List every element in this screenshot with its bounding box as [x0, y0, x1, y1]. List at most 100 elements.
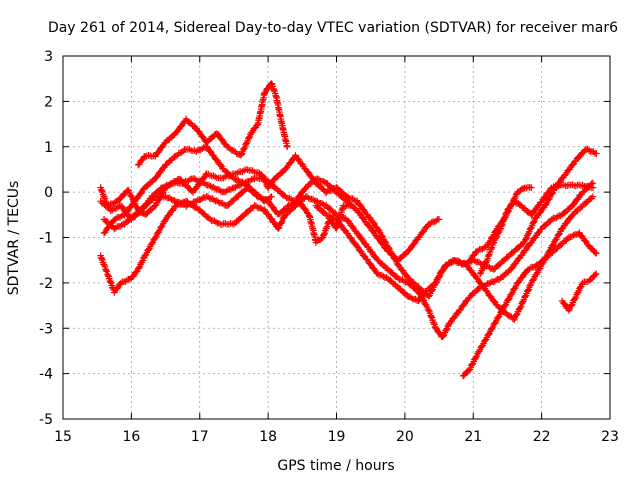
- data-point: [521, 247, 529, 254]
- x-tick-label: 19: [328, 429, 346, 445]
- data-point: [487, 245, 495, 253]
- data-point: [207, 182, 214, 190]
- data-point: [152, 234, 159, 242]
- data-point: [435, 216, 443, 223]
- data-point: [155, 148, 162, 156]
- y-tick-label: -3: [39, 321, 53, 337]
- data-point: [240, 145, 248, 152]
- y-axis-tick-labels: -5 -4 -3 -2 -1 0 1 2 3: [39, 49, 53, 428]
- data-point: [218, 136, 226, 143]
- data-point: [301, 205, 309, 213]
- data-point: [168, 196, 175, 203]
- data-point: [153, 174, 160, 181]
- data-point: [444, 323, 452, 330]
- data-point: [223, 187, 230, 195]
- data-point: [442, 326, 450, 334]
- data-point: [549, 242, 557, 249]
- data-point: [554, 213, 562, 220]
- data-point: [561, 209, 569, 217]
- data-point: [148, 206, 155, 213]
- y-tick-label: 0: [44, 185, 53, 201]
- y-tick-label: -5: [39, 412, 53, 428]
- data-point: [124, 186, 132, 194]
- data-point: [529, 276, 537, 284]
- data-point: [118, 212, 125, 220]
- data-point: [439, 332, 447, 340]
- data-point: [356, 201, 364, 209]
- data-point: [591, 249, 599, 256]
- data-point: [457, 258, 464, 266]
- data-point: [541, 194, 549, 201]
- data-point: [193, 148, 200, 155]
- data-point: [508, 201, 515, 208]
- series-track-j: [466, 183, 535, 264]
- data-point: [201, 194, 209, 201]
- data-point: [570, 232, 577, 239]
- data-point: [417, 295, 424, 303]
- data-point: [508, 264, 516, 272]
- data-point: [113, 285, 121, 292]
- data-point: [166, 181, 173, 189]
- data-point: [471, 257, 479, 265]
- data-point: [175, 150, 183, 157]
- data-point: [268, 202, 276, 210]
- data-point: [375, 235, 382, 242]
- data-point: [104, 272, 112, 280]
- data-point: [198, 195, 206, 202]
- data-point: [589, 184, 597, 191]
- data-point: [154, 188, 162, 195]
- x-axis-label: GPS time / hours: [277, 458, 394, 474]
- y-tick-label: 3: [44, 49, 53, 65]
- data-point: [353, 242, 361, 250]
- x-tick-label: 22: [533, 429, 551, 445]
- data-point: [127, 192, 135, 200]
- data-point: [215, 198, 222, 206]
- data-point: [591, 271, 599, 279]
- data-point: [107, 278, 114, 286]
- data-point: [374, 270, 381, 277]
- data-point: [281, 212, 289, 219]
- data-point: [593, 250, 600, 257]
- data-point: [517, 304, 524, 311]
- data-point: [562, 219, 570, 227]
- data-point: [297, 200, 305, 207]
- data-point: [178, 149, 185, 156]
- data-points: [97, 80, 600, 380]
- data-point: [522, 235, 530, 243]
- data-point: [504, 296, 512, 304]
- data-point: [574, 289, 582, 296]
- data-point: [501, 302, 509, 310]
- data-point: [460, 301, 467, 309]
- axis-ticks: [62, 55, 611, 420]
- data-point: [593, 270, 600, 278]
- data-point: [400, 277, 408, 285]
- data-point: [192, 176, 200, 184]
- x-tick-label: 15: [54, 429, 72, 445]
- data-point: [157, 168, 164, 176]
- data-point: [487, 279, 494, 287]
- data-point: [244, 208, 252, 216]
- data-point: [486, 239, 493, 246]
- data-point: [350, 196, 358, 204]
- data-point: [238, 151, 245, 158]
- data-point: [521, 293, 529, 300]
- data-point: [304, 168, 312, 176]
- data-point: [305, 194, 312, 202]
- data-point: [287, 195, 295, 203]
- data-point: [358, 235, 366, 243]
- data-point: [208, 134, 216, 142]
- data-point: [333, 188, 340, 195]
- data-point: [430, 319, 438, 327]
- y-tick-label: 1: [44, 140, 53, 156]
- data-point: [118, 203, 126, 211]
- data-point: [387, 276, 394, 284]
- data-point: [212, 218, 220, 226]
- data-point: [144, 182, 151, 190]
- y-tick-label: -4: [39, 367, 53, 383]
- data-point: [379, 260, 386, 268]
- data-point: [124, 207, 131, 215]
- data-point: [239, 189, 246, 196]
- data-point: [138, 156, 146, 164]
- data-point: [530, 219, 537, 226]
- chart-title: Day 261 of 2014, Sidereal Day-to-day VTE…: [48, 20, 618, 36]
